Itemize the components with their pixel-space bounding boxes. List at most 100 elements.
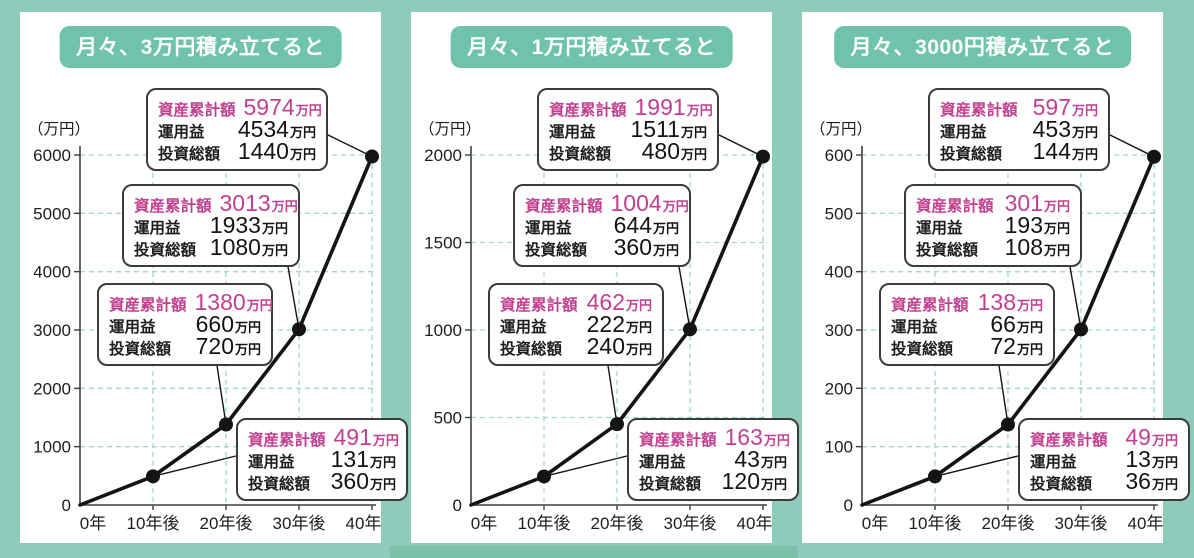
callout-value-number: 1380 [194,289,246,315]
callout-row-total: 資産累計額 1991万円 [549,96,713,120]
y-axis-unit-label: （万円） [28,121,90,138]
callout-value-unit: 万円 [625,342,652,357]
callout-row-gain: 運用益 1933万円 [134,214,288,238]
callout-row-label: 運用益 [158,124,205,141]
callout-value-number: 163 [724,424,763,450]
callout-row-invested: 投資総額 108万円 [916,234,1070,260]
x-tick-label: 20年後 [591,514,644,533]
y-tick-label: 0 [844,496,853,515]
y-tick-label: 500 [434,409,462,428]
y-tick-label: 6000 [33,146,71,165]
callout-row-value: 240万円 [587,335,652,361]
callout-row-total: 資産累計額 491万円 [248,426,399,450]
callout-row-value: 1080万円 [210,236,288,262]
callout-box: 資産累計額 1991万円 運用益 1511万円 投資総額 480万円 [537,88,719,171]
callout-value-unit: 万円 [1043,221,1070,236]
x-tick-label: 0年 [80,514,106,533]
callout-value-unit: 万円 [760,455,787,470]
callout-value-number: 1511 [630,116,680,142]
data-point [756,149,770,164]
callout-row-label: 投資総額 [639,476,702,493]
callout-row-value: 1991万円 [635,96,713,122]
callout-row-value: 301万円 [1005,192,1070,218]
infographic-root: 月々、3万円積み立てると 0 1000 2000 3000 4000 5000 6000 0年 1… [20,12,1190,543]
callout-box: 資産累計額 138万円 運用益 66万円 投資総額 72万円 [879,283,1055,366]
callout-box: 資産累計額 5974万円 運用益 4534万円 投資総額 1440万円 [146,88,328,171]
callout-row-invested: 投資総額 720万円 [109,335,261,359]
callout-row-label: 投資総額 [158,146,221,163]
data-point [610,417,624,432]
callout-value-unit: 万円 [652,221,679,236]
axis-labels: 0 1000 2000 3000 4000 5000 6000 0年 10年後 20年後 30年後 4… [28,121,381,533]
callout-row-label: 投資総額 [1030,476,1093,493]
callout-value-unit: 万円 [1071,147,1098,162]
callout-row-gain: 運用益 13万円 [1030,448,1178,472]
callout-row-invested: 投資総額 360万円 [525,236,679,260]
callout-row-label: 運用益 [248,454,295,471]
callout-row-value: 1004万円 [611,192,689,218]
callout-row-value: 3013万円 [220,192,298,218]
y-tick-label: 2000 [33,379,71,398]
callout-row-gain: 運用益 66万円 [891,313,1043,337]
callout-leader-line [152,455,237,478]
callout-leader-line [606,358,618,425]
callout-leader-line [215,358,227,425]
y-axis-unit-label: （万円） [810,121,872,138]
callout-row-value: 66万円 [990,313,1043,339]
x-tick-label: 20年後 [982,514,1035,533]
callout-row-value: 144万円 [1033,140,1098,166]
callout-row-label: 運用益 [1030,454,1077,471]
y-tick-label: 1000 [33,438,71,457]
callout-row-invested: 投資総額 360万円 [248,468,396,494]
callout-row-invested: 投資総額 240万円 [500,335,652,359]
callout-value-unit: 万円 [662,199,689,214]
callout-row-label: 資産累計額 [1030,432,1108,449]
callout-row-label: 資産累計額 [134,198,212,215]
callout-row-label: 資産累計額 [525,198,603,215]
callout-row-value: 1511万円 [631,118,707,144]
y-tick-label: 1000 [424,321,462,340]
callout-row-gain: 運用益 222万円 [500,313,652,337]
y-tick-label: 100 [825,438,853,457]
y-tick-label: 2000 [424,146,462,165]
callout-row-value: 163万円 [725,426,790,452]
callout-row-value: 138万円 [978,291,1043,317]
x-tick-label: 20年後 [200,514,253,533]
callout-row-label: 運用益 [500,319,547,336]
callout-row-label: 資産累計額 [549,102,627,119]
callout-row-invested: 投資総額 120万円 [639,470,787,494]
y-tick-label: 500 [825,204,853,223]
callout-row-gain: 運用益 4534万円 [158,118,316,142]
data-point [928,469,942,484]
chart-panel-3: 月々、3000円積み立てると 0 100 200 300 400 500 600 0年 10年後 2… [802,12,1190,543]
callout-row-value: 120万円 [722,470,787,496]
callout-value-unit: 万円 [652,243,679,258]
x-tick-label: 40年後 [1128,514,1163,533]
x-tick-label: 0年 [471,514,497,533]
callout-row-value: 49万円 [1125,426,1178,452]
callout-value-number: 138 [977,289,1016,315]
callout-row-label: 投資総額 [916,242,979,259]
callout-row-label: 資産累計額 [109,297,187,314]
callout-row-value: 360万円 [614,236,679,262]
callout-row-label: 運用益 [525,220,572,237]
callout-row-total: 資産累計額 301万円 [916,192,1070,216]
callout-row-label: 資産累計額 [891,297,969,314]
callout-row-label: 資産累計額 [916,198,994,215]
callout-row-value: 4534万円 [238,118,316,144]
callout-value-number: 4534 [237,116,289,142]
callout-row-total: 資産累計額 138万円 [891,291,1043,315]
callout-row-invested: 投資総額 1080万円 [134,236,288,260]
callout-value-number: 72 [990,333,1016,359]
callout-row-value: 193万円 [1005,214,1070,240]
callout-value-number: 108 [1004,234,1043,260]
callout-row-total: 資産累計額 1004万円 [525,192,689,216]
callout-box: 資産累計額 1004万円 運用益 644万円 投資総額 360万円 [513,184,691,267]
callout-value-number: 453 [1032,116,1071,142]
x-tick-label: 10年後 [909,514,962,533]
callout-row-value: 43万円 [734,448,787,474]
callout-value-number: 360 [330,468,369,494]
callout-value-unit: 万円 [372,433,399,448]
callout-value-number: 480 [641,138,680,164]
